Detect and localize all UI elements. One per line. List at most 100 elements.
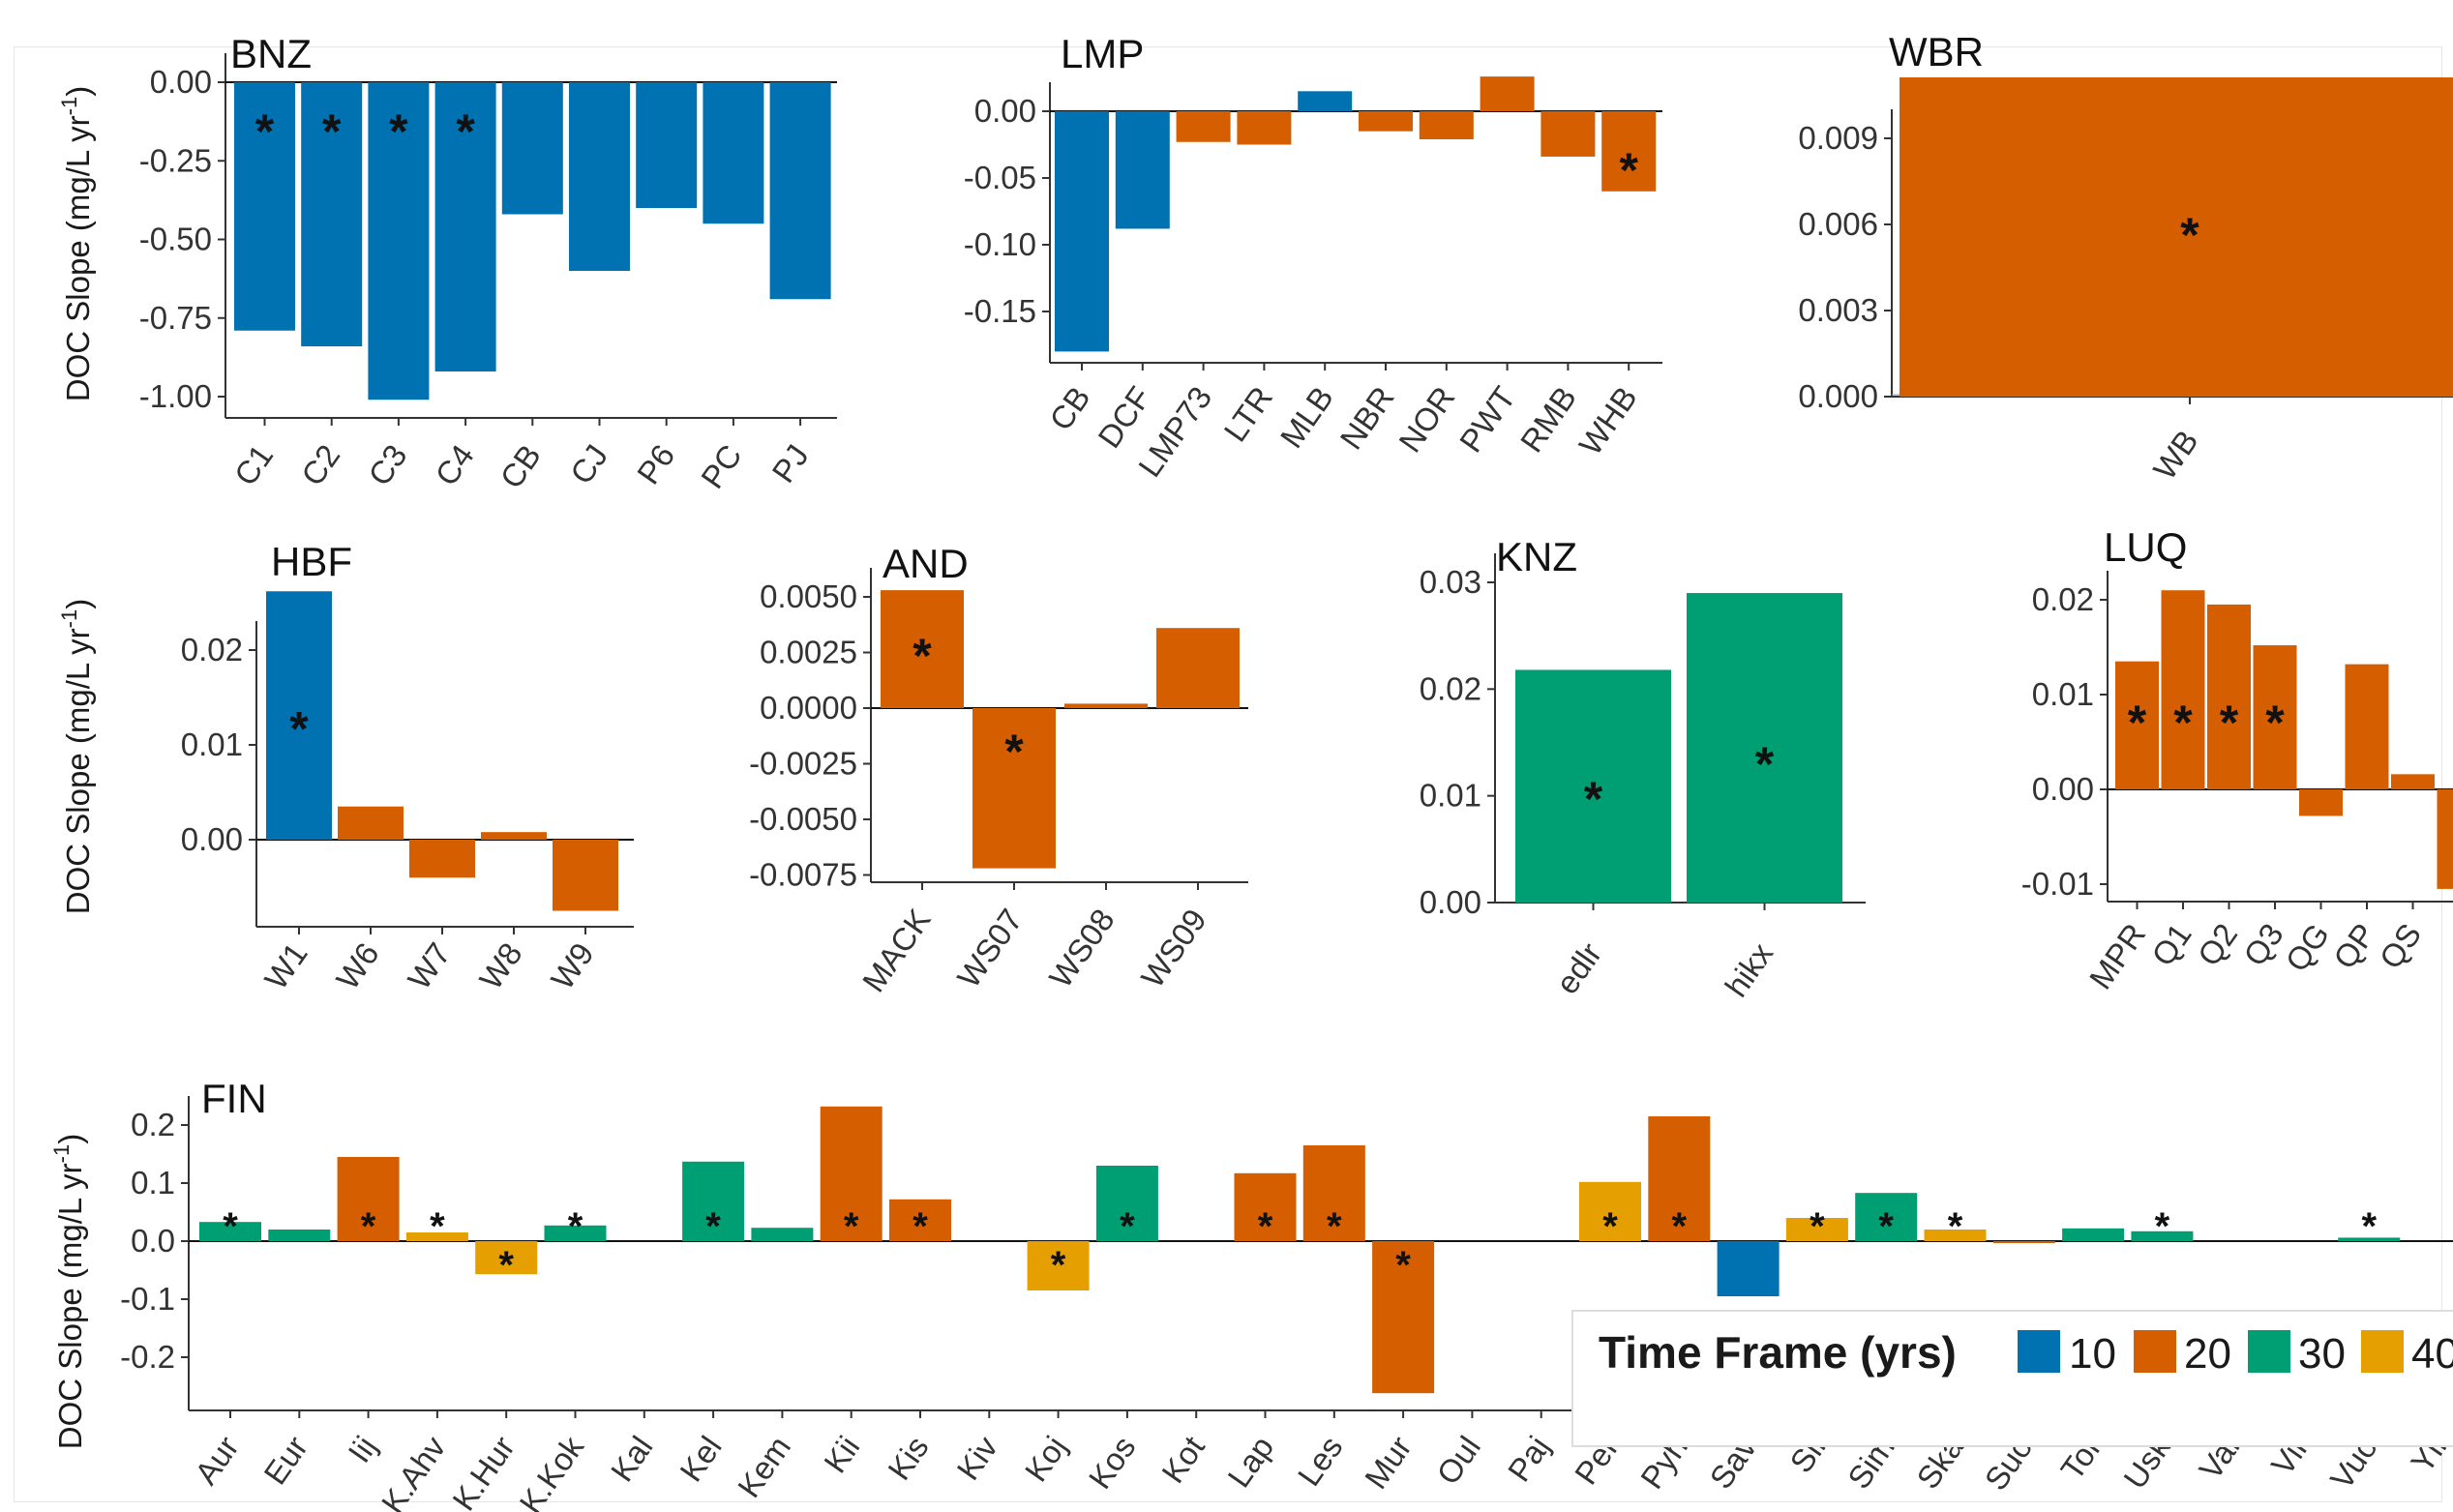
x-tick-label: WHB bbox=[1571, 380, 1643, 461]
x-tick-label: CB bbox=[1042, 380, 1097, 437]
panel-bnz: -1.00 -0.75 -0.50 -0.25 0.00 * C1 * C2 * C3 * C4 CB CJ… bbox=[139, 31, 837, 495]
bar-kos bbox=[1095, 1166, 1158, 1241]
bar-nbr bbox=[1359, 111, 1413, 132]
x-tick-label: WB bbox=[2146, 424, 2205, 487]
significance-marker: * bbox=[844, 1205, 859, 1248]
y-tick-label: 0.1 bbox=[131, 1165, 175, 1201]
y-tick-label: -0.05 bbox=[964, 160, 1036, 195]
bar-q2 bbox=[2207, 604, 2251, 789]
x-tick-label: WS07 bbox=[950, 903, 1030, 994]
x-tick-label: W6 bbox=[329, 936, 386, 996]
bar-w9 bbox=[553, 840, 618, 911]
bar-les bbox=[1302, 1145, 1365, 1241]
y-tick-label: 0.000 bbox=[1798, 378, 1878, 414]
panel-and: -0.0075 -0.0050 -0.0025 0.0000 0.0025 0.0050 *… bbox=[749, 541, 1248, 998]
bar-ltr bbox=[1237, 111, 1292, 145]
bar-c1 bbox=[234, 82, 295, 331]
x-tick-label: WS09 bbox=[1134, 903, 1213, 994]
x-tick-label: WS08 bbox=[1042, 903, 1122, 994]
x-tick-label: MACK bbox=[855, 903, 938, 998]
x-tick-label: Paj bbox=[1501, 1430, 1557, 1488]
bar-ska bbox=[1924, 1230, 1987, 1241]
significance-marker: * bbox=[1602, 1205, 1618, 1248]
x-tick-label: P6 bbox=[630, 438, 681, 490]
bar-kel bbox=[682, 1161, 745, 1241]
x-tick-label: C4 bbox=[428, 438, 481, 492]
y-tick-label: -0.10 bbox=[964, 226, 1036, 262]
legend-title: Time Frame (yrs) bbox=[1599, 1327, 1957, 1378]
bar-sav bbox=[1717, 1241, 1780, 1296]
y-tick-label: -0.0075 bbox=[749, 857, 857, 893]
x-tick-label: PJ bbox=[764, 438, 815, 489]
legend-swatch-10 bbox=[2018, 1330, 2060, 1373]
bar-qs bbox=[2391, 774, 2435, 789]
chart-panels: -1.00-0.75-0.50-0.250.00*C1*C2*C3*C4 CB CJ… bbox=[120, 29, 2453, 1512]
bar-nor bbox=[1419, 111, 1474, 139]
x-tick-label: Iij bbox=[341, 1430, 383, 1469]
bar-rmb bbox=[1541, 111, 1596, 157]
significance-marker: * bbox=[2155, 1205, 2170, 1248]
legend-box bbox=[1571, 1310, 2453, 1447]
x-tick-label: Koj bbox=[1018, 1430, 1074, 1488]
bar-vuo bbox=[2338, 1237, 2401, 1241]
y-tick-label: 0.0000 bbox=[760, 690, 857, 726]
x-tick-label: Kal bbox=[604, 1430, 660, 1488]
y-tick-label: -0.2 bbox=[120, 1339, 175, 1375]
x-tick-label: Kem bbox=[731, 1430, 797, 1504]
significance-marker: * bbox=[1755, 737, 1775, 791]
y-tick-label: 0.00 bbox=[181, 821, 243, 857]
significance-marker: * bbox=[498, 1244, 514, 1287]
x-tick-label: NBR bbox=[1332, 380, 1400, 456]
x-tick-label: NOR bbox=[1391, 380, 1461, 459]
bar-eur bbox=[268, 1230, 331, 1241]
x-tick-label: CJ bbox=[563, 438, 614, 490]
x-tick-label: Q1 bbox=[2144, 917, 2199, 972]
x-tick-label: W8 bbox=[472, 936, 529, 996]
bar-kii bbox=[820, 1106, 882, 1241]
significance-marker: * bbox=[223, 1205, 238, 1248]
legend-label-10: 10 bbox=[2069, 1330, 2116, 1378]
bar-whb bbox=[1601, 111, 1657, 192]
x-tick-label: Lap bbox=[1220, 1430, 1280, 1494]
bar-c2 bbox=[301, 82, 363, 346]
legend: Time Frame (yrs) 10 20 30 40 bbox=[1571, 1310, 2453, 1447]
significance-marker: * bbox=[2362, 1205, 2378, 1248]
bar-dcf bbox=[1115, 111, 1170, 229]
x-tick-label: hikx bbox=[1718, 935, 1780, 1003]
significance-marker: * bbox=[1395, 1244, 1411, 1287]
significance-marker: * bbox=[1584, 772, 1603, 826]
panel-title: KNZ bbox=[1496, 534, 1577, 579]
x-tick-label: QS bbox=[2373, 917, 2429, 975]
bar-pyh bbox=[1648, 1116, 1711, 1241]
bar-mur bbox=[1372, 1241, 1435, 1394]
panel-wbr: 0.000 0.003 0.006 0.009 * WB WBR bbox=[1798, 29, 2453, 487]
significance-marker: * bbox=[1120, 1205, 1135, 1248]
bar-r bbox=[2437, 789, 2453, 889]
x-tick-label: PC bbox=[694, 438, 749, 495]
significance-marker: * bbox=[1004, 725, 1024, 779]
bar-w6 bbox=[338, 806, 404, 840]
x-tick-label: W7 bbox=[401, 936, 458, 996]
bar-mack bbox=[881, 590, 964, 708]
bar-qg bbox=[2299, 789, 2343, 816]
bar-tor bbox=[2062, 1228, 2125, 1241]
x-tick-label: Q2 bbox=[2191, 917, 2245, 972]
bar-mlb bbox=[1298, 91, 1353, 111]
x-tick-label: Kiv bbox=[949, 1429, 1004, 1486]
bar-kem bbox=[751, 1228, 814, 1241]
significance-marker: * bbox=[1619, 143, 1638, 197]
x-tick-label: C2 bbox=[294, 438, 347, 492]
y-tick-label: -0.25 bbox=[139, 142, 212, 178]
y-tick-label: 0.00 bbox=[2032, 771, 2094, 807]
bar-iij bbox=[337, 1157, 400, 1241]
bar-w1 bbox=[266, 591, 332, 840]
y-tick-label: -0.50 bbox=[139, 222, 212, 257]
panel-title: HBF bbox=[271, 539, 352, 584]
x-tick-label: Kel bbox=[673, 1430, 729, 1488]
panel-hbf: 0.00 0.01 0.02 * W1 W6 W7 W8 W9 HBF bbox=[181, 539, 634, 996]
y-tick-label: -1.00 bbox=[139, 378, 212, 414]
y-tick-label: 0.006 bbox=[1798, 206, 1878, 242]
x-tick-label: Kii bbox=[817, 1430, 866, 1479]
y-tick-label: -0.01 bbox=[2021, 866, 2094, 902]
